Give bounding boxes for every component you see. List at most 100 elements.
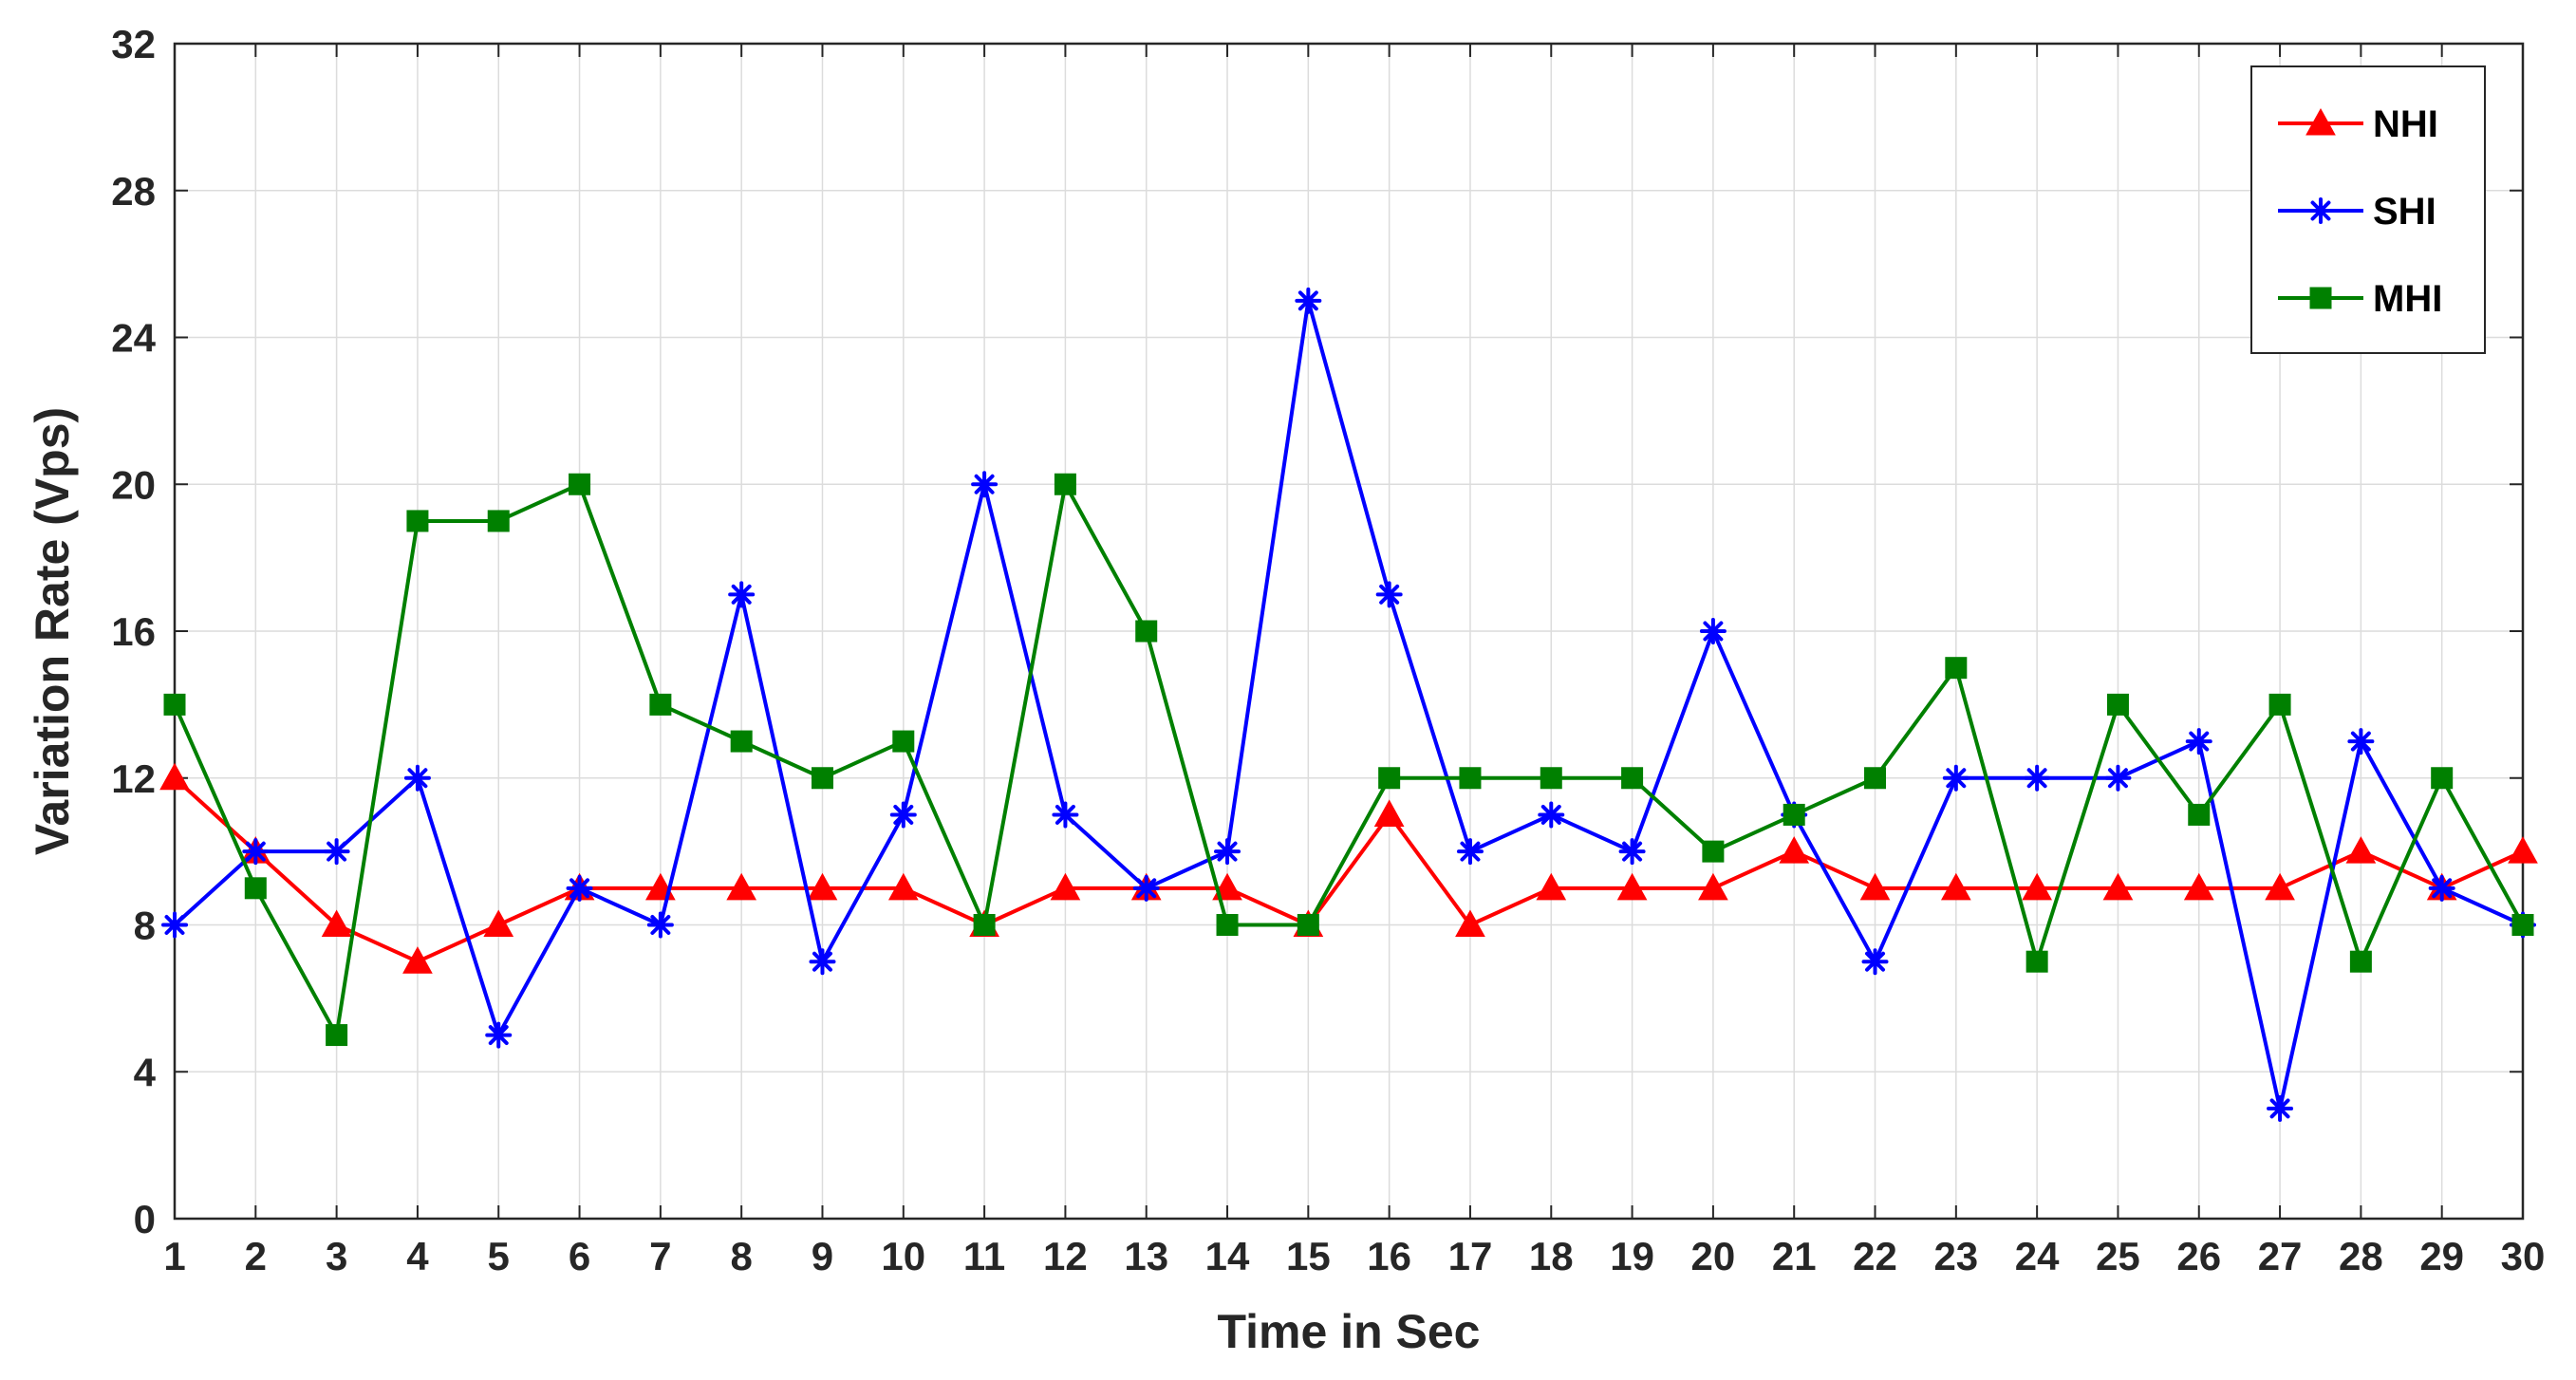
x-tick-label: 25: [2096, 1234, 2140, 1278]
series-nhi-point: [1940, 872, 1971, 901]
y-tick-label: 24: [111, 316, 156, 361]
x-tick-label: 4: [406, 1234, 429, 1278]
axis-ticks: 1 2 3 4 5 6 7 8 9 10 11 12 13 14 15 16 17 18 19 20 21 22 23 24 2…: [111, 22, 2545, 1278]
series-nhi-point: [2183, 872, 2214, 901]
legend-label-mhi: MHI: [2373, 278, 2442, 320]
series-shi-point: [889, 801, 917, 829]
series-shi-point: [1132, 874, 1160, 902]
series-mhi-point: [730, 730, 753, 753]
series-nhi-line: [173, 776, 2524, 964]
series-shi-point: [646, 911, 674, 939]
series-mhi-point: [2188, 803, 2211, 826]
x-tick-label: 30: [2501, 1234, 2546, 1278]
series-shi-point: [2104, 764, 2132, 792]
series-shi-point: [323, 838, 350, 866]
series-mhi-point: [1459, 767, 1482, 790]
x-tick-label: 19: [1610, 1234, 1654, 1278]
x-axis-title: Time in Sec: [1218, 1305, 1481, 1358]
legend-marker-mhi: [2309, 287, 2332, 309]
series-mhi-point: [163, 693, 186, 716]
series-nhi-point: [1536, 872, 1567, 901]
x-tick-label: 8: [730, 1234, 752, 1278]
x-tick-label: 26: [2176, 1234, 2221, 1278]
y-axis-title: Variation Rate (Vps): [26, 407, 79, 855]
series-mhi-point: [244, 877, 267, 900]
y-tick-label: 8: [134, 904, 156, 948]
series-nhi-point: [2345, 836, 2377, 864]
x-tick-label: 15: [1286, 1234, 1331, 1278]
series-mhi-point: [2106, 693, 2129, 716]
series-shi-point: [2428, 874, 2455, 902]
x-tick-label: 29: [2419, 1234, 2464, 1278]
series-mhi-point: [1054, 473, 1076, 495]
series-nhi-point: [402, 946, 433, 974]
series-mhi-point: [2025, 950, 2048, 973]
y-tick-label: 32: [111, 22, 156, 66]
series-mhi-point: [811, 767, 833, 790]
grid: [175, 44, 2523, 1219]
y-tick-label: 12: [111, 756, 156, 801]
series-shi-point: [485, 1021, 513, 1049]
series-shi-point: [1456, 838, 1484, 866]
series-shi-point: [403, 764, 431, 792]
x-tick-label: 3: [326, 1234, 347, 1278]
series-shi-point: [161, 911, 188, 939]
x-tick-label: 27: [2258, 1234, 2303, 1278]
series-shi-point: [1538, 801, 1565, 829]
x-tick-label: 16: [1367, 1234, 1411, 1278]
legend: NHI SHI MHI: [2250, 65, 2486, 354]
series-nhi-point: [2265, 872, 2295, 901]
series-mhi-point: [326, 1024, 348, 1047]
series-mhi: [163, 473, 2534, 1047]
y-tick-label: 28: [111, 169, 156, 214]
series-shi-point: [1295, 287, 1322, 314]
series-mhi-point: [649, 693, 672, 716]
series-mhi-point: [1297, 914, 1319, 936]
series-shi-point: [1214, 838, 1241, 866]
series-mhi-point: [487, 510, 510, 532]
series-shi-point: [1942, 764, 1969, 792]
series-nhi-point: [1455, 909, 1485, 937]
x-tick-label: 13: [1124, 1234, 1168, 1278]
series-nhi-point: [1050, 872, 1081, 901]
y-tick-label: 16: [111, 609, 156, 654]
series-mhi-point: [1783, 803, 1805, 826]
y-tick-label: 20: [111, 462, 156, 507]
series-shi-point: [566, 874, 593, 902]
series-nhi-point: [1698, 872, 1728, 901]
x-tick-label: 14: [1205, 1234, 1250, 1278]
series-mhi-point: [1945, 657, 1968, 680]
series-nhi-point: [159, 762, 190, 791]
series-shi-point: [728, 581, 756, 608]
series-nhi-point: [887, 872, 919, 901]
series-shi-point: [971, 471, 999, 498]
x-tick-label: 7: [649, 1234, 671, 1278]
series-mhi-point: [2268, 693, 2291, 716]
x-tick-label: 18: [1529, 1234, 1574, 1278]
series-nhi-point: [1859, 872, 1891, 901]
series-mhi-point: [1540, 767, 1562, 790]
series-mhi-point: [973, 914, 996, 936]
legend-label-shi: SHI: [2373, 191, 2436, 233]
x-tick-label: 11: [963, 1234, 1005, 1278]
series-shi-point: [2185, 728, 2212, 755]
series-nhi-point: [726, 872, 757, 901]
legend-marker-nhi: [2305, 107, 2336, 136]
series-nhi-point: [1373, 799, 1405, 827]
series-mhi-point: [2349, 950, 2372, 973]
series-nhi-point: [1779, 836, 1810, 864]
series-mhi-point: [1378, 767, 1401, 790]
series-shi-point: [2347, 728, 2375, 755]
series-mhi-point: [2431, 767, 2454, 790]
x-tick-label: 6: [569, 1234, 590, 1278]
series-shi: [161, 287, 2536, 1122]
series-nhi-point: [2102, 872, 2134, 901]
x-tick-label: 12: [1043, 1234, 1088, 1278]
series-shi-point: [809, 948, 836, 976]
x-tick-label: 2: [245, 1234, 267, 1278]
series-shi-point: [242, 838, 270, 866]
series-nhi-point: [807, 872, 838, 901]
x-tick-label: 20: [1691, 1234, 1736, 1278]
series-mhi-line: [173, 482, 2525, 1037]
